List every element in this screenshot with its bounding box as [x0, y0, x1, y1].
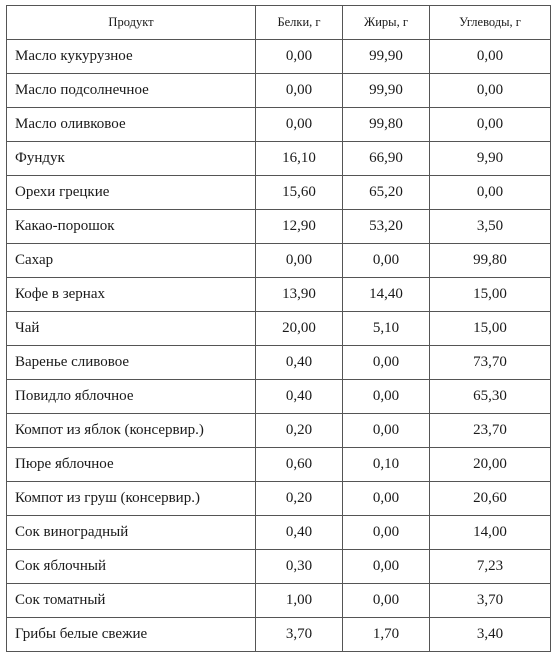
product-name-cell: Пюре яблочное — [6, 447, 256, 482]
fat-cell: 0,00 — [342, 515, 430, 550]
fat-cell: 0,00 — [342, 481, 430, 516]
product-name-cell: Компот из яблок (консервир.) — [6, 413, 256, 448]
fat-cell: 66,90 — [342, 141, 430, 176]
protein-cell: 0,30 — [255, 549, 343, 584]
carbs-cell: 0,00 — [429, 175, 551, 210]
product-name-cell: Масло подсолнечное — [6, 73, 256, 108]
table-row: Масло подсолнечное 0,00 99,90 0,00 — [6, 73, 551, 108]
protein-cell: 0,00 — [255, 73, 343, 108]
carbs-cell: 20,00 — [429, 447, 551, 482]
column-header-fat: Жиры, г — [342, 5, 430, 40]
fat-cell: 0,00 — [342, 379, 430, 414]
table-row: Масло оливковое 0,00 99,80 0,00 — [6, 107, 551, 142]
product-name-cell: Масло оливковое — [6, 107, 256, 142]
carbs-cell: 3,50 — [429, 209, 551, 244]
fat-cell: 14,40 — [342, 277, 430, 312]
protein-cell: 0,00 — [255, 107, 343, 142]
carbs-cell: 99,80 — [429, 243, 551, 278]
table-row: Чай 20,00 5,10 15,00 — [6, 311, 551, 346]
protein-cell: 1,00 — [255, 583, 343, 618]
nutrition-table-container: Продукт Белки, г Жиры, г Углеводы, г Мас… — [6, 5, 551, 652]
product-name-cell: Сок виноградный — [6, 515, 256, 550]
protein-cell: 0,00 — [255, 243, 343, 278]
table-row: Кофе в зернах 13,90 14,40 15,00 — [6, 277, 551, 312]
table-row: Компот из яблок (консервир.) 0,20 0,00 23,7… — [6, 413, 551, 448]
product-name-cell: Фундук — [6, 141, 256, 176]
carbs-cell: 23,70 — [429, 413, 551, 448]
protein-cell: 0,40 — [255, 379, 343, 414]
product-name-cell: Сахар — [6, 243, 256, 278]
column-header-product: Продукт — [6, 5, 256, 40]
carbs-cell: 3,40 — [429, 617, 551, 652]
table-row: Фундук 16,10 66,90 9,90 — [6, 141, 551, 176]
column-header-protein: Белки, г — [255, 5, 343, 40]
protein-cell: 0,40 — [255, 515, 343, 550]
carbs-cell: 65,30 — [429, 379, 551, 414]
carbs-cell: 9,90 — [429, 141, 551, 176]
protein-cell: 3,70 — [255, 617, 343, 652]
carbs-cell: 20,60 — [429, 481, 551, 516]
carbs-cell: 15,00 — [429, 277, 551, 312]
table-row: Масло кукурузное 0,00 99,90 0,00 — [6, 39, 551, 74]
carbs-cell: 0,00 — [429, 107, 551, 142]
fat-cell: 1,70 — [342, 617, 430, 652]
carbs-cell: 0,00 — [429, 73, 551, 108]
fat-cell: 0,10 — [342, 447, 430, 482]
protein-cell: 0,60 — [255, 447, 343, 482]
protein-cell: 0,40 — [255, 345, 343, 380]
product-name-cell: Грибы белые свежие — [6, 617, 256, 652]
protein-cell: 15,60 — [255, 175, 343, 210]
product-name-cell: Масло кукурузное — [6, 39, 256, 74]
table-row: Сахар 0,00 0,00 99,80 — [6, 243, 551, 278]
product-name-cell: Сок яблочный — [6, 549, 256, 584]
fat-cell: 65,20 — [342, 175, 430, 210]
protein-cell: 0,20 — [255, 413, 343, 448]
table-row: Повидло яблочное 0,40 0,00 65,30 — [6, 379, 551, 414]
fat-cell: 0,00 — [342, 413, 430, 448]
product-name-cell: Орехи грецкие — [6, 175, 256, 210]
carbs-cell: 14,00 — [429, 515, 551, 550]
table-row: Варенье сливовое 0,40 0,00 73,70 — [6, 345, 551, 380]
table-row: Сок томатный 1,00 0,00 3,70 — [6, 583, 551, 618]
table-row: Орехи грецкие 15,60 65,20 0,00 — [6, 175, 551, 210]
table-row: Компот из груш (консервир.) 0,20 0,00 20,60 — [6, 481, 551, 516]
fat-cell: 99,90 — [342, 73, 430, 108]
carbs-cell: 73,70 — [429, 345, 551, 380]
product-name-cell: Варенье сливовое — [6, 345, 256, 380]
protein-cell: 16,10 — [255, 141, 343, 176]
protein-cell: 12,90 — [255, 209, 343, 244]
table-body: Масло кукурузное 0,00 99,90 0,00 Масло подсо… — [6, 39, 551, 652]
protein-cell: 0,00 — [255, 39, 343, 74]
protein-cell: 20,00 — [255, 311, 343, 346]
fat-cell: 0,00 — [342, 345, 430, 380]
product-name-cell: Кофе в зернах — [6, 277, 256, 312]
protein-cell: 0,20 — [255, 481, 343, 516]
fat-cell: 5,10 — [342, 311, 430, 346]
column-header-carbs: Углеводы, г — [429, 5, 551, 40]
carbs-cell: 0,00 — [429, 39, 551, 74]
table-row: Какао-порошок 12,90 53,20 3,50 — [6, 209, 551, 244]
fat-cell: 53,20 — [342, 209, 430, 244]
table-row: Грибы белые свежие 3,70 1,70 3,40 — [6, 617, 551, 652]
table-row: Сок виноградный 0,40 0,00 14,00 — [6, 515, 551, 550]
fat-cell: 99,90 — [342, 39, 430, 74]
product-name-cell: Какао-порошок — [6, 209, 256, 244]
table-row: Сок яблочный 0,30 0,00 7,23 — [6, 549, 551, 584]
product-name-cell: Сок томатный — [6, 583, 256, 618]
product-name-cell: Чай — [6, 311, 256, 346]
protein-cell: 13,90 — [255, 277, 343, 312]
table-header: Продукт Белки, г Жиры, г Углеводы, г — [6, 5, 551, 40]
header-row: Продукт Белки, г Жиры, г Углеводы, г — [6, 5, 551, 40]
nutrition-table: Продукт Белки, г Жиры, г Углеводы, г Мас… — [6, 5, 551, 652]
product-name-cell: Повидло яблочное — [6, 379, 256, 414]
fat-cell: 0,00 — [342, 583, 430, 618]
carbs-cell: 3,70 — [429, 583, 551, 618]
product-name-cell: Компот из груш (консервир.) — [6, 481, 256, 516]
fat-cell: 99,80 — [342, 107, 430, 142]
carbs-cell: 7,23 — [429, 549, 551, 584]
fat-cell: 0,00 — [342, 243, 430, 278]
table-row: Пюре яблочное 0,60 0,10 20,00 — [6, 447, 551, 482]
fat-cell: 0,00 — [342, 549, 430, 584]
carbs-cell: 15,00 — [429, 311, 551, 346]
